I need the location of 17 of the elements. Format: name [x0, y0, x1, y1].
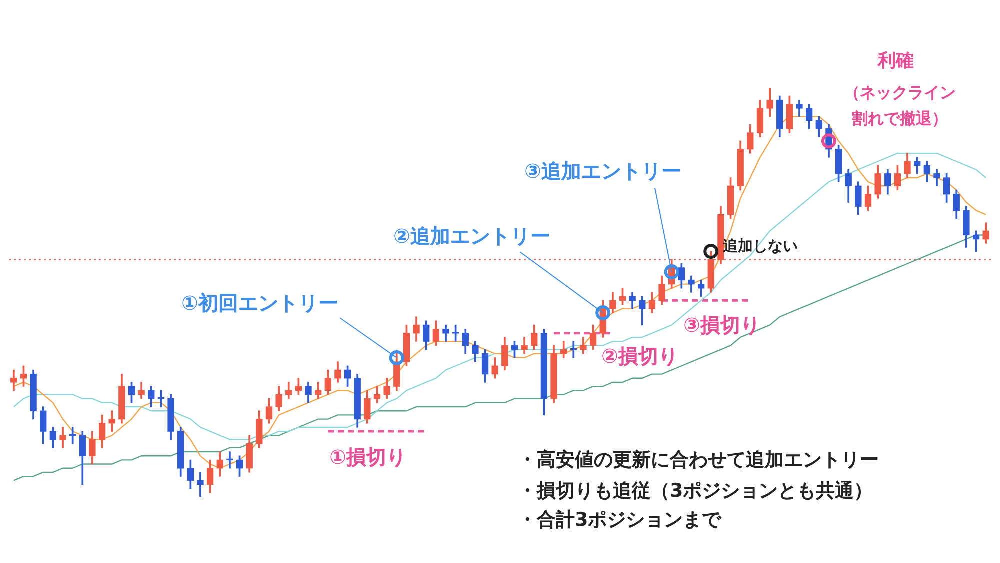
point — [389, 350, 404, 366]
annotation: ②追加エントリー — [394, 224, 550, 248]
point — [704, 244, 719, 260]
annotation: ③損切り — [684, 313, 760, 338]
point — [596, 305, 611, 320]
point — [821, 134, 836, 149]
text: 利確 — [877, 50, 914, 72]
annotation: ①損切り — [330, 445, 406, 470]
annotation: ・高安値の更新に合わせて追加エントリー — [518, 448, 879, 471]
annotation: 割れで撤退） — [851, 109, 948, 128]
annotation: ③追加エントリー — [524, 159, 682, 184]
annotation: ②損切り — [602, 344, 678, 368]
text: ・合計3ポジションまで — [518, 508, 722, 531]
annotation: ①初回エントリー — [182, 291, 338, 316]
point — [664, 264, 680, 280]
annotation: （ネックライン — [844, 83, 956, 102]
annotation: ・損切りも追従（3ポジションとも共通） — [518, 480, 874, 502]
